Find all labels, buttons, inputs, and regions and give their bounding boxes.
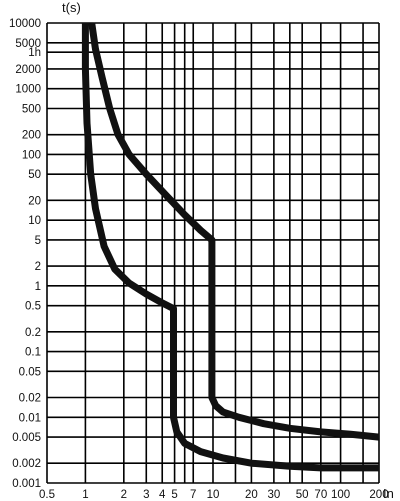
y-tick-label: 200 [22,130,41,142]
y-tick-label: 2 [35,261,41,273]
y-tick-label: 1 [35,281,41,293]
x-tick-label: 4 [159,489,166,501]
x-tick-label: 50 [296,489,309,501]
x-tick-label: 3 [143,489,149,501]
x-tick-label: 70 [314,489,327,501]
y-tick-label: 0.5 [25,301,41,313]
y-axis-label: t(s) [62,0,81,15]
x-tick-labels: 0.5 1 2 3 4 5 7 10 20 30 50 70 100 200 [39,489,389,501]
y-tick-label: 2000 [15,64,41,76]
curve-line-1 [81,23,379,472]
x-tick-label: 100 [331,489,350,501]
y-tick-label: 10 [28,215,41,227]
y-tick-label: 0.1 [25,347,41,359]
curve-group [81,22,380,472]
x-tick-label: 10 [207,489,220,501]
y-tick-label: 1h [28,47,41,59]
x-tick-label: 0.5 [39,489,55,501]
y-tick-label: 0.005 [12,432,41,444]
y-tick-label: 10000 [9,18,41,30]
y-tick-label: 0.002 [12,458,41,470]
y-tick-label: 5 [35,235,41,247]
x-axis-label: In [383,486,394,501]
y-tick-label: 500 [22,103,41,115]
curve-line-2 [88,22,380,441]
y-tick-label: 1000 [15,84,41,96]
y-tick-label: 0.001 [12,478,41,490]
x-tick-label: 1 [82,489,88,501]
y-tick-label: 100 [22,149,41,161]
y-tick-label: 0.01 [19,412,41,424]
x-tick-label: 2 [121,489,127,501]
y-tick-label: 0.2 [25,327,41,339]
x-tick-label: 20 [245,489,258,501]
y-tick-label: 20 [28,195,41,207]
x-tick-label: 30 [267,489,280,501]
x-tick-label: 5 [171,489,177,501]
x-tick-label: 200 [369,489,388,501]
y-tick-label: 5000 [15,38,41,50]
y-tick-label: 0.05 [19,366,41,378]
y-tick-label: 0.02 [19,393,41,405]
y-tick-label: 50 [28,169,41,181]
x-tick-label: 7 [190,489,196,501]
